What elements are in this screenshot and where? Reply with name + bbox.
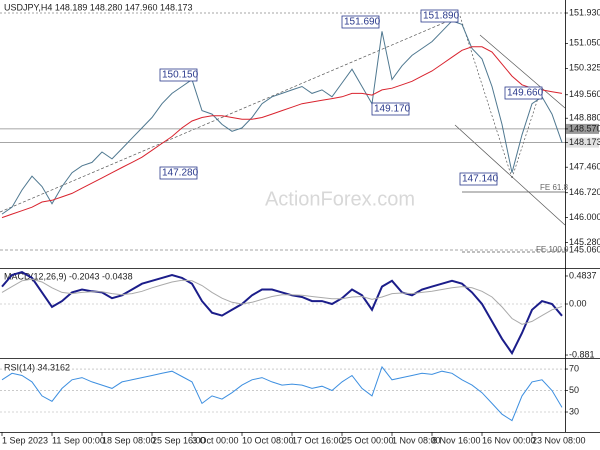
x-tick-label: 16 Nov 00:00 [482, 435, 536, 445]
y-tick-label: 50 [569, 385, 579, 395]
series-line [1, 365, 563, 422]
annotation-box [159, 68, 198, 82]
wave-line [511, 91, 541, 179]
y-tick-label: 147.460 [569, 162, 600, 172]
wave-line [459, 15, 513, 179]
channel-line [0, 15, 461, 213]
y-tick-label: 148.173 [569, 137, 600, 147]
x-tick-label: 10 Oct 08:00 [242, 435, 294, 445]
x-tick-label: 17 Oct 16:00 [292, 435, 344, 445]
y-tick-label: 151.050 [569, 38, 600, 48]
y-tick-label: 0.4837 [569, 270, 597, 280]
rsi-title: RSI(14) 34.3162 [4, 362, 70, 372]
annotation: 149.170 [374, 104, 411, 115]
x-tick-label: 25 Oct 00:00 [342, 435, 394, 445]
annotation: 147.280 [162, 168, 199, 179]
trend-line [479, 34, 566, 109]
trend-line [454, 124, 566, 226]
y-tick-label: 30 [569, 406, 579, 416]
y-tick-label: 148.570 [569, 123, 600, 133]
annotation: 151.890 [423, 11, 460, 22]
x-tick-label: 1 Sep 2023 [2, 435, 48, 445]
macd-title: MACD(12,26,9) -0.2043 -0.0438 [4, 271, 133, 281]
series-line [1, 46, 563, 219]
price-tag [566, 123, 599, 134]
y-tick-label: 146.000 [569, 212, 600, 222]
x-tick-label: 8 Nov 16:00 [432, 435, 481, 445]
series-line [1, 20, 563, 215]
y-tick-label: -0.881 [569, 349, 595, 359]
x-tick-label: 1 Nov 08:00 [392, 435, 441, 445]
annotation: 149.660 [507, 88, 544, 99]
y-tick-label: 0.00 [569, 298, 587, 308]
annotation-box [159, 166, 198, 180]
x-tick-label: 23 Nov 08:00 [532, 435, 586, 445]
annotation: 151.690 [344, 17, 381, 28]
annotation: FE 61.8 [540, 183, 569, 192]
annotation-box [341, 15, 380, 29]
annotation: 147.140 [462, 174, 499, 185]
annotation-box [371, 102, 410, 116]
annotation: FE 100.0 [536, 245, 569, 254]
y-tick-label: 70 [569, 363, 579, 373]
frame [0, 0, 600, 433]
price-tag [566, 137, 599, 148]
y-tick-label: 145.280 [569, 237, 600, 247]
x-tick-label: 18 Sep 08:00 [102, 435, 156, 445]
x-tick-label: 25 Sep 16:00 [152, 435, 206, 445]
x-tick-label: 3 Oct 00:00 [192, 435, 239, 445]
series-line [1, 278, 563, 325]
annotation: 150.150 [162, 70, 199, 81]
watermark: ActionForex.com [265, 188, 415, 210]
y-tick-label: 150.325 [569, 63, 600, 73]
y-tick-label: 148.880 [569, 113, 600, 123]
y-tick-label: 146.720 [569, 187, 600, 197]
x-tick-label: 11 Sep 00:00 [52, 435, 105, 445]
y-tick-label: 145.060 [569, 244, 600, 254]
header: USDJPY,H4 148.189 148.280 147.960 148.17… [4, 2, 193, 12]
annotation-box [459, 172, 498, 186]
annotation-box [504, 86, 543, 100]
annotation-box [420, 9, 459, 23]
trend-lines [0, 15, 566, 253]
y-tick-label: 151.930 [569, 7, 600, 17]
y-tick-label: 149.560 [569, 89, 600, 99]
